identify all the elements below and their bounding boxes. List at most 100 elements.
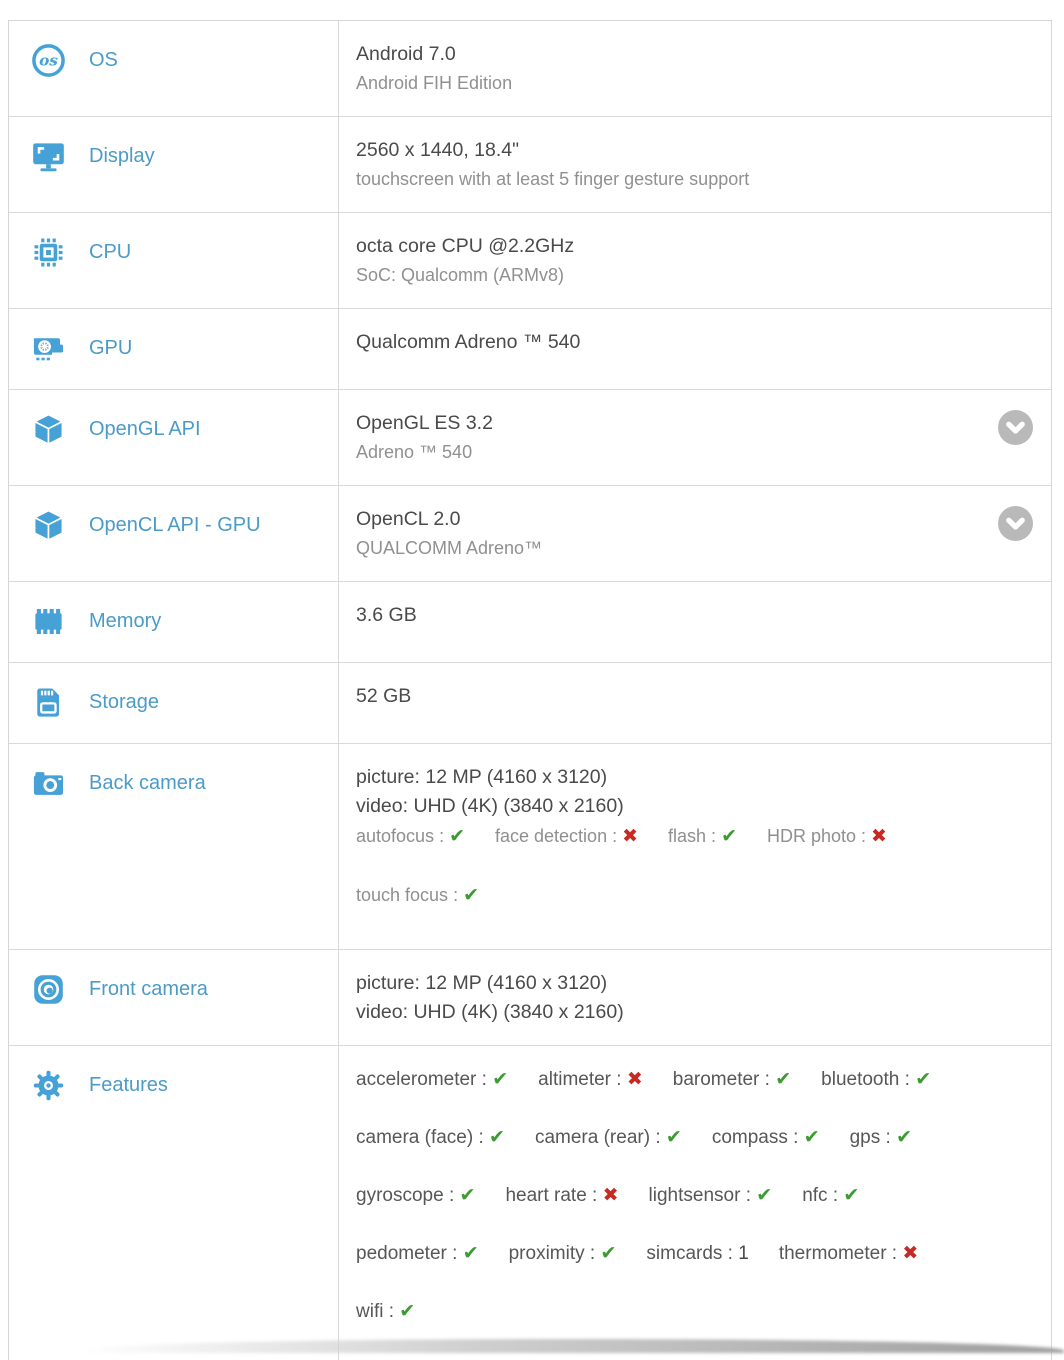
storage-icon — [31, 685, 66, 720]
table-row-back-camera: Back camera picture: 12 MP (4160 x 3120) v… — [9, 743, 1051, 949]
feature-label: camera (rear) — [534, 1127, 651, 1148]
check-icon: ✔ — [492, 1069, 509, 1090]
label-cell-os: os OS — [9, 21, 339, 116]
cube-icon — [31, 412, 66, 447]
feature-separator: : — [476, 1069, 493, 1090]
check-icon: ✔ — [843, 1185, 860, 1206]
check-icon: ✔ — [915, 1069, 932, 1090]
feature-item: face detection : ✖ — [495, 821, 638, 852]
feature-separator: : — [607, 826, 623, 846]
check-icon: ✔ — [459, 1185, 476, 1206]
check-icon: ✔ — [803, 1127, 820, 1148]
feature-item: heart rate : ✖ — [505, 1181, 618, 1211]
feature-item: bluetooth : ✔ — [821, 1065, 931, 1095]
table-row-display: Display 2560 x 1440, 18.4" touchscreen wit… — [9, 116, 1051, 212]
feature-separator: : — [886, 1243, 903, 1264]
feature-label: thermometer — [778, 1243, 887, 1264]
display-icon — [31, 139, 66, 174]
value-line: OpenGL ES 3.2 — [356, 412, 493, 434]
value-cell-display: 2560 x 1440, 18.4" touchscreen with at le… — [339, 117, 1051, 212]
feature-item: flash : ✔ — [668, 821, 737, 852]
feature-separator: : — [856, 826, 872, 846]
check-icon: ✔ — [449, 826, 465, 847]
feature-label: accelerometer — [356, 1069, 477, 1090]
feature-separator: : — [586, 1185, 603, 1206]
feature-item: camera (face) : ✔ — [356, 1123, 505, 1153]
feature-line: touch focus : ✔ — [356, 880, 987, 911]
feature-label: pedometer — [356, 1243, 447, 1264]
row-label: CPU — [89, 241, 132, 263]
expand-button[interactable] — [998, 506, 1033, 541]
front-camera-icon — [31, 972, 66, 1007]
feature-line: autofocus : ✔ face detection : ✖ flash : ✔… — [356, 821, 987, 852]
label-cell-back-camera: Back camera — [9, 744, 339, 949]
value-line: 52 GB — [356, 685, 412, 707]
feature-line: gyroscope : ✔ heart rate : ✖ lightsensor :… — [356, 1181, 987, 1211]
feature-separator: : — [787, 1127, 804, 1148]
value-cell-storage: 52 GB — [339, 663, 1051, 743]
cross-icon: ✖ — [602, 1185, 619, 1206]
feature-separator: : — [448, 885, 464, 905]
page-bottom-shadow — [80, 1339, 1064, 1353]
label-cell-storage: Storage — [9, 663, 339, 743]
label-cell-cpu: CPU — [9, 213, 339, 308]
feature-separator: : — [443, 1185, 460, 1206]
row-label: Front camera — [89, 978, 208, 1000]
expand-button[interactable] — [998, 410, 1033, 445]
feature-separator: : — [434, 826, 450, 846]
check-icon: ✔ — [775, 1069, 792, 1090]
feature-label: wifi — [356, 1301, 384, 1322]
feature-separator: : — [706, 826, 722, 846]
feature-separator: : — [899, 1069, 916, 1090]
check-icon: ✔ — [399, 1301, 416, 1322]
cube-icon — [31, 508, 66, 543]
check-icon: ✔ — [896, 1127, 913, 1148]
memory-icon — [31, 604, 66, 639]
feature-label: gps — [849, 1127, 881, 1148]
feature-item: proximity : ✔ — [509, 1239, 617, 1269]
value-cell-gpu: Qualcomm Adreno ™ 540 — [339, 309, 1051, 389]
cross-icon: ✖ — [871, 826, 887, 847]
value-subline: touchscreen with at least 5 finger gestu… — [356, 169, 750, 189]
row-label: OpenCL API - GPU — [89, 514, 261, 536]
gpu-icon — [31, 331, 66, 366]
features-icon — [31, 1068, 66, 1103]
label-cell-display: Display — [9, 117, 339, 212]
feature-separator: : — [584, 1243, 601, 1264]
feature-item: autofocus : ✔ — [356, 821, 465, 852]
value-cell-front-camera: picture: 12 MP (4160 x 3120) video: UHD (… — [339, 950, 1051, 1045]
check-icon: ✔ — [462, 1243, 479, 1264]
check-icon: ✔ — [721, 826, 737, 847]
feature-label: heart rate — [505, 1185, 587, 1206]
feature-label: nfc — [802, 1185, 828, 1206]
feature-label: bluetooth — [821, 1069, 900, 1090]
value-line: 3.6 GB — [356, 604, 417, 626]
feature-item: gyroscope : ✔ — [356, 1181, 475, 1211]
row-label: Back camera — [89, 772, 206, 794]
device-spec-table: os OS Android 7.0 Android FIH Edition Displa… — [8, 20, 1052, 1360]
label-cell-front-camera: Front camera — [9, 950, 339, 1045]
feature-separator: : — [446, 1243, 463, 1264]
svg-text:os: os — [39, 51, 58, 69]
feature-separator: : — [722, 1243, 739, 1264]
feature-separator: : — [473, 1127, 490, 1148]
feature-separator: : — [650, 1127, 666, 1148]
feature-label: HDR photo — [766, 826, 857, 846]
row-label: Storage — [89, 691, 160, 713]
value-cell-memory: 3.6 GB — [339, 582, 1051, 662]
feature-label: proximity — [508, 1243, 585, 1264]
row-label: OS — [89, 49, 118, 71]
value-line: video: UHD (4K) (3840 x 2160) — [356, 1001, 624, 1023]
value-subline: SoC: Qualcomm (ARMv8) — [356, 265, 565, 285]
feature-item: simcards : 1 — [646, 1239, 748, 1269]
value-cell-opencl-api-gpu: OpenCL 2.0 QUALCOMM Adreno™ — [339, 486, 1051, 581]
value-line: 2560 x 1440, 18.4" — [356, 139, 520, 161]
feature-label: autofocus — [356, 826, 435, 846]
feature-item: pedometer : ✔ — [356, 1239, 479, 1269]
feature-label: camera (face) — [356, 1127, 474, 1148]
check-icon: ✔ — [463, 885, 479, 906]
feature-label: altimeter — [538, 1069, 612, 1090]
feature-label: simcards — [646, 1243, 723, 1264]
value-line: OpenCL 2.0 — [356, 508, 461, 530]
feature-item: touch focus : ✔ — [356, 880, 479, 911]
